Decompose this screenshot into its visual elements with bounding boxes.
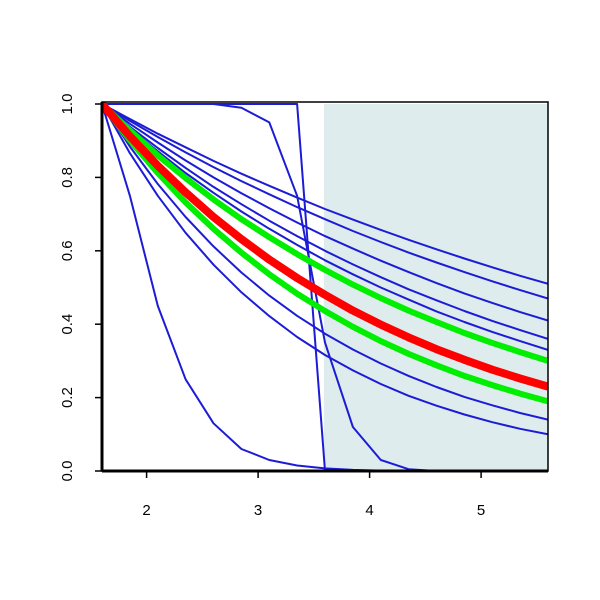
y-tick-label: 0.8 xyxy=(59,167,76,188)
y-tick-label: 1.0 xyxy=(59,94,76,115)
series-line xyxy=(102,101,548,364)
y-tick-label: 0.2 xyxy=(59,387,76,408)
y-tick-label: 0.6 xyxy=(59,240,76,261)
y-tick-label: 0.4 xyxy=(59,314,76,335)
series-line xyxy=(102,101,548,391)
series-line xyxy=(102,103,548,436)
series-line xyxy=(102,102,548,405)
series-line xyxy=(102,103,548,351)
series-line xyxy=(102,103,548,300)
plot-lines xyxy=(102,101,548,471)
series-line xyxy=(102,103,548,421)
series-line xyxy=(102,103,548,285)
x-tick-label: 4 xyxy=(365,502,373,519)
x-tick-label: 3 xyxy=(254,502,262,519)
y-tick-label: 0.0 xyxy=(59,461,76,482)
series-line xyxy=(102,103,548,471)
series-line xyxy=(102,103,548,322)
x-tick-label: 2 xyxy=(142,502,150,519)
x-tick-label: 5 xyxy=(477,502,485,519)
series-line xyxy=(102,103,548,340)
